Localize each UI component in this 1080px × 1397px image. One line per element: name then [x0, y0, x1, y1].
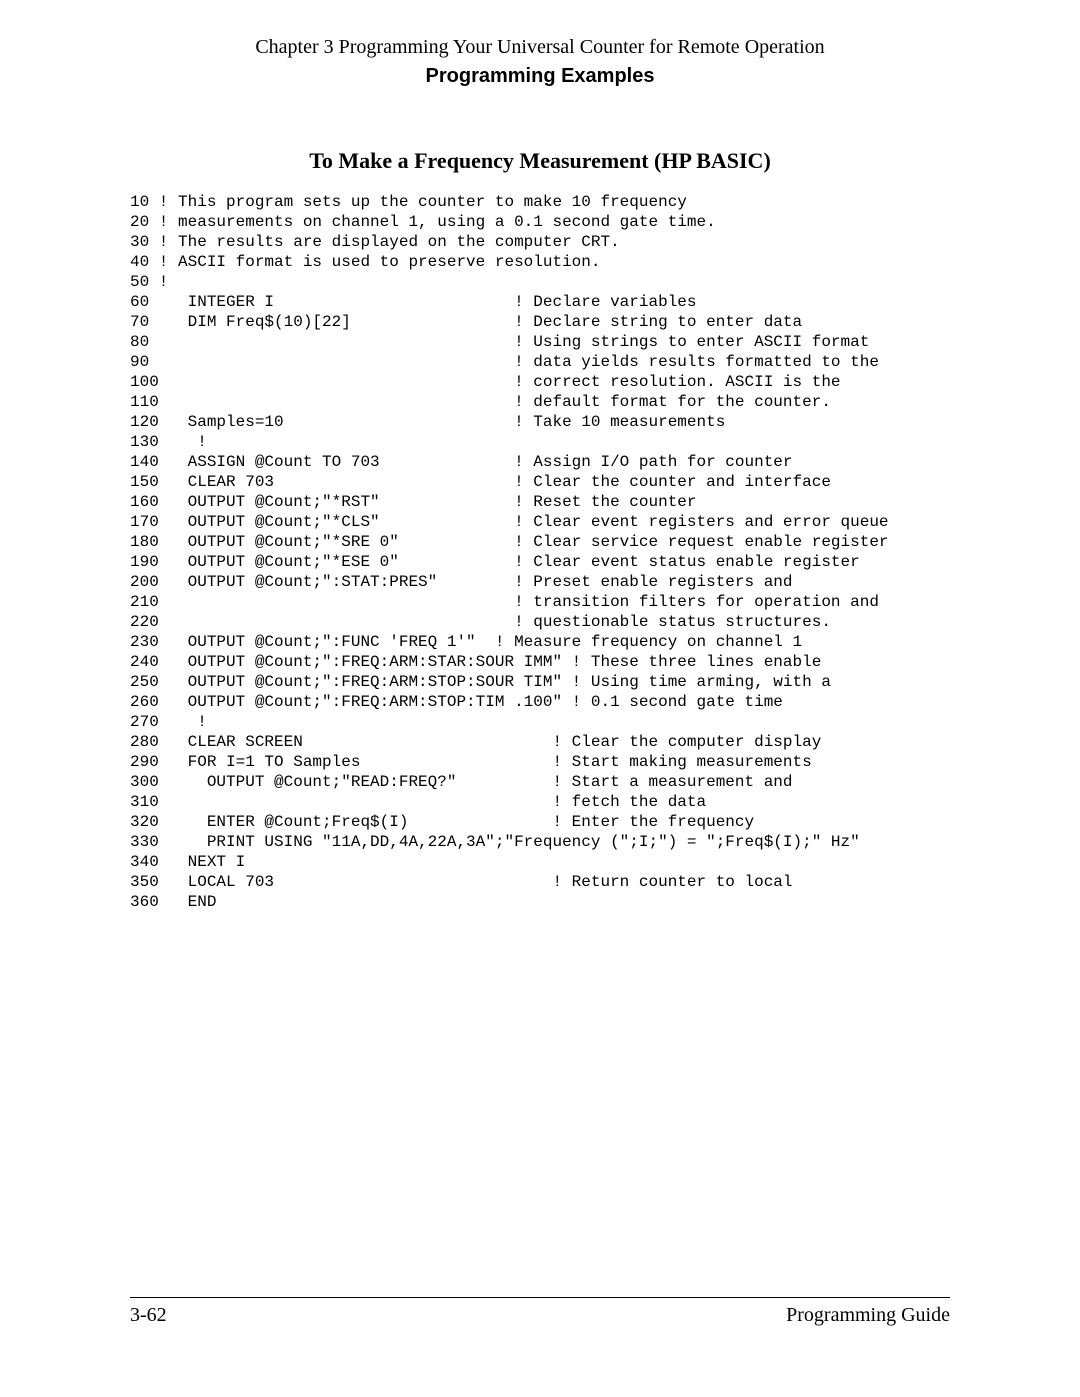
guide-label: Programming Guide — [786, 1304, 950, 1327]
section-heading: Programming Examples — [130, 65, 950, 88]
chapter-heading: Chapter 3 Programming Your Universal Cou… — [130, 36, 950, 59]
document-page: Chapter 3 Programming Your Universal Cou… — [0, 0, 1080, 1397]
example-title: To Make a Frequency Measurement (HP BASI… — [130, 148, 950, 174]
page-number: 3-62 — [130, 1304, 167, 1327]
page-footer: 3-62 Programming Guide — [130, 1297, 950, 1327]
code-listing: 10 ! This program sets up the counter to… — [130, 192, 950, 912]
